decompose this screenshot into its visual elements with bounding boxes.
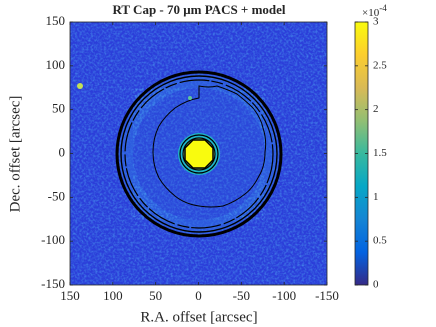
point-source	[188, 96, 192, 100]
y-axis-label: Dec. offset [arcsec]	[7, 96, 23, 213]
multiplier-base: ×10	[362, 7, 380, 19]
x-tick-label: -100	[272, 288, 296, 303]
y-tick-label: 150	[46, 13, 66, 28]
contour	[152, 85, 267, 208]
x-tick-label: -150	[315, 288, 339, 303]
x-tick-label: 0	[195, 288, 202, 303]
y-tick-label: -100	[41, 232, 65, 247]
y-tick-label: 0	[59, 144, 66, 159]
x-tick-label: 100	[103, 288, 123, 303]
contour	[179, 134, 219, 174]
x-tick-label: 150	[60, 288, 80, 303]
y-tick-label: -50	[48, 188, 65, 203]
point-source	[77, 83, 83, 89]
image	[70, 22, 327, 285]
x-axis-label: R.A. offset [arcsec]	[140, 309, 257, 325]
chart-title: RT Cap - 70 μm PACS + model	[112, 2, 285, 17]
colorbar-tick-label: 2.5	[373, 59, 387, 71]
colorbar-tick-label: 3	[373, 16, 379, 28]
contour	[124, 79, 274, 229]
colorbar-tick-label: 2	[373, 103, 379, 115]
y-tick-label: 100	[46, 57, 66, 72]
colorbar-multiplier: ×10-4	[362, 3, 387, 18]
colorbar-tick-label: 0.5	[373, 235, 387, 247]
colorbar-tick-label: 1.5	[373, 147, 387, 159]
contour	[115, 70, 283, 238]
x-tick-label: 50	[149, 288, 162, 303]
colorbar-tick-label: 0	[373, 279, 379, 291]
y-tick-label: 50	[52, 101, 65, 116]
y-tick-label: -150	[41, 276, 65, 291]
x-tick-label: -50	[233, 288, 250, 303]
contour	[120, 75, 278, 233]
colorbar-tick-label: 1	[373, 191, 379, 203]
multiplier-exponent: -4	[379, 3, 387, 13]
source-core	[184, 139, 214, 169]
